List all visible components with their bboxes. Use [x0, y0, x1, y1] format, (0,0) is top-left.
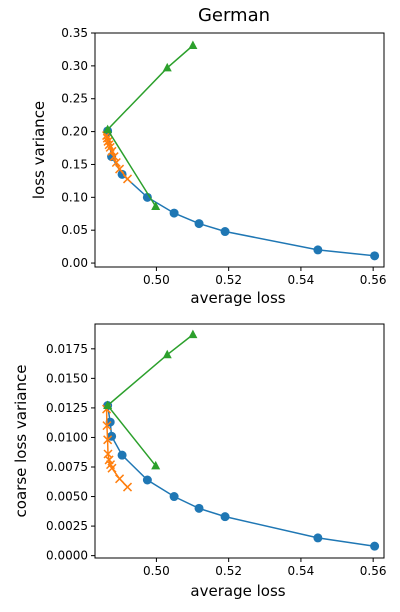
y-tick-label: 0.35 — [61, 26, 88, 40]
y-tick-label: 0.15 — [61, 157, 88, 171]
data-point-x — [102, 421, 112, 431]
y-tick-label: 0.0175 — [46, 342, 88, 356]
data-point-circle — [142, 475, 152, 485]
data-point-x — [122, 174, 133, 184]
data-point-triangle — [188, 329, 198, 339]
data-point-x — [104, 140, 114, 150]
data-point-circle — [313, 245, 323, 255]
y-tick-label: 0.0125 — [46, 401, 88, 415]
series-line — [106, 44, 194, 207]
data-point-triangle — [188, 40, 198, 49]
x-tick-label: 0.54 — [288, 564, 315, 578]
data-point-circle — [370, 251, 380, 261]
y-tick-label: 0.0075 — [46, 460, 88, 474]
data-point-x — [103, 435, 113, 445]
data-point-circle — [194, 503, 204, 513]
data-point-circle — [169, 208, 179, 218]
data-point-x — [115, 474, 125, 484]
x-axis-ticks: 0.50 0.52 0.54 0.56 — [143, 267, 387, 287]
data-point-circle — [117, 450, 127, 460]
data-point-x — [115, 164, 125, 174]
data-point-circle — [169, 492, 179, 502]
y-tick-label: 0.05 — [61, 223, 88, 237]
top-chart-panel: German 0.50 0.52 0.54 0.56 0.00 0.05 0.10 0.15… — [30, 5, 387, 307]
y-tick-label: 0.0025 — [46, 519, 88, 533]
y-tick-label: 0.0050 — [46, 490, 88, 504]
data-point-circle — [220, 227, 230, 237]
data-point-circle — [142, 192, 152, 202]
data-point-x — [102, 133, 112, 143]
x-tick-label: 0.50 — [143, 273, 170, 287]
x-tick-label: 0.56 — [360, 564, 387, 578]
y-tick-label: 0.00 — [61, 256, 88, 270]
y-tick-label: 0.10 — [61, 190, 88, 204]
data-point-circle — [194, 219, 204, 229]
x-tick-label: 0.50 — [143, 564, 170, 578]
x-axis-label: average loss — [190, 289, 285, 307]
y-axis-label: coarse loss variance — [12, 365, 30, 518]
data-point-triangle — [103, 400, 113, 410]
data-point-x — [109, 152, 119, 162]
x-tick-label: 0.52 — [215, 273, 242, 287]
y-tick-label: 0.0150 — [46, 371, 88, 385]
x-tick-label: 0.52 — [215, 564, 242, 578]
y-tick-label: 0.30 — [61, 59, 88, 73]
y-tick-label: 0.0100 — [46, 430, 88, 444]
plot-marks — [102, 329, 380, 551]
plot-area-frame — [94, 323, 385, 559]
data-point-triangle — [162, 349, 172, 359]
data-point-triangle — [151, 460, 161, 470]
y-tick-label: 0.20 — [61, 125, 88, 139]
data-point-x — [122, 482, 133, 492]
series-line — [106, 334, 194, 467]
y-tick-label: 0.25 — [61, 92, 88, 106]
data-point-triangle — [151, 201, 161, 211]
x-tick-label: 0.54 — [288, 273, 315, 287]
x-axis-ticks: 0.50 0.52 0.54 0.56 — [143, 558, 387, 578]
y-tick-label: 0.0000 — [46, 549, 88, 563]
data-point-x — [111, 157, 121, 168]
data-point-x — [107, 463, 117, 473]
plot-area-frame — [94, 32, 385, 268]
chart-title: German — [198, 5, 270, 26]
x-axis-label: average loss — [190, 582, 285, 600]
y-axis-label: loss variance — [30, 101, 48, 199]
plot-marks — [102, 40, 380, 261]
bottom-chart-panel: 0.50 0.52 0.54 0.56 0.0000 0.0025 0.0050 0.007… — [12, 323, 387, 600]
x-tick-label: 0.56 — [360, 273, 387, 287]
data-point-x — [107, 146, 117, 156]
data-point-triangle — [162, 62, 172, 72]
y-axis-ticks: 0.0000 0.0025 0.0050 0.0075 0.0100 0.0125 0.01… — [46, 342, 95, 563]
data-point-circle — [370, 541, 380, 551]
data-point-circle — [313, 533, 323, 543]
y-axis-ticks: 0.00 0.05 0.10 0.15 0.20 0.25 0.30 0.35 — [61, 26, 95, 270]
data-point-triangle — [103, 124, 113, 134]
data-point-circle — [220, 512, 230, 522]
